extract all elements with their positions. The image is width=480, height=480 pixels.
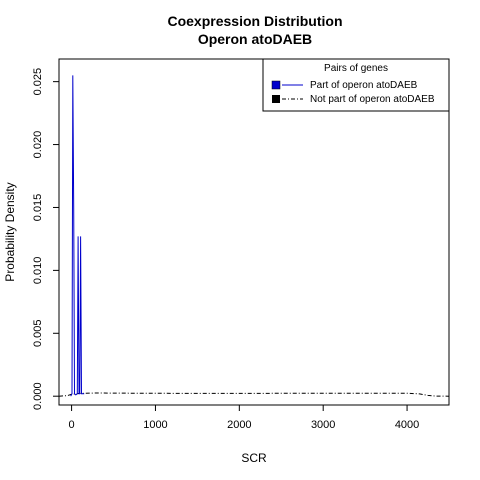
x-tick-label: 3000 bbox=[311, 419, 335, 431]
x-tick-label: 4000 bbox=[395, 419, 419, 431]
y-tick-label: 0.000 bbox=[32, 382, 44, 410]
y-axis: 0.000 0.005 0.010 0.015 0.020 0.025 bbox=[32, 68, 59, 410]
x-tick-label: 0 bbox=[69, 419, 75, 431]
x-axis: 0 1000 2000 3000 4000 bbox=[69, 405, 419, 431]
y-tick-label: 0.010 bbox=[32, 257, 44, 285]
y-tick-label: 0.020 bbox=[32, 131, 44, 159]
y-axis-label: Probability Density bbox=[3, 182, 17, 281]
legend: Pairs of genes Part of operon atoDAEB No… bbox=[262, 58, 450, 112]
y-tick-label: 0.015 bbox=[32, 194, 44, 222]
plot-frame bbox=[58, 58, 450, 406]
legend-entry-operon: Part of operon atoDAEB bbox=[310, 80, 418, 91]
y-tick-label: 0.025 bbox=[32, 68, 44, 96]
x-axis-label: SCR bbox=[241, 451, 267, 465]
legend-swatch-not-operon bbox=[272, 95, 280, 103]
series-line-not-operon bbox=[58, 392, 450, 397]
chart-subtitle: Operon atoDAEB bbox=[198, 31, 312, 47]
legend-title: Pairs of genes bbox=[324, 63, 388, 74]
x-tick-label: 1000 bbox=[143, 419, 167, 431]
legend-entry-not-operon: Not part of operon atoDAEB bbox=[310, 94, 435, 105]
y-tick-label: 0.005 bbox=[32, 320, 44, 348]
chart-title: Coexpression Distribution bbox=[167, 13, 342, 29]
series-layer bbox=[58, 75, 450, 397]
x-tick-label: 2000 bbox=[227, 419, 251, 431]
legend-swatch-operon bbox=[271, 80, 281, 90]
series-line-operon bbox=[70, 75, 85, 397]
